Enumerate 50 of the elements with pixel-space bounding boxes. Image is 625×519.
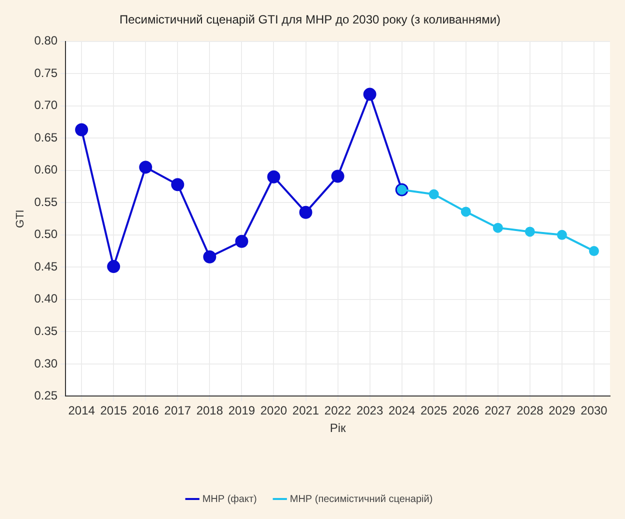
x-tick-label: 2014 bbox=[68, 404, 96, 418]
point bbox=[588, 246, 599, 256]
point bbox=[107, 260, 120, 274]
y-tick-label: 0.35 bbox=[34, 324, 58, 338]
point bbox=[139, 160, 152, 174]
y-tick-label: 0.50 bbox=[34, 227, 58, 242]
x-tick-label: 2027 bbox=[484, 404, 512, 418]
point bbox=[331, 170, 344, 183]
point bbox=[524, 226, 535, 237]
x-tick-label: 2023 bbox=[356, 404, 384, 418]
point bbox=[235, 234, 248, 248]
point bbox=[299, 206, 312, 219]
x-tick-label: 2024 bbox=[388, 404, 416, 418]
point bbox=[492, 222, 503, 233]
x-tick-label: 2026 bbox=[452, 404, 480, 418]
x-tick-label: 2028 bbox=[516, 404, 544, 418]
y-tick-label: 0.45 bbox=[34, 259, 58, 274]
x-tick-label: 2016 bbox=[132, 404, 160, 418]
y-tick-label: 0.70 bbox=[34, 98, 58, 112]
x-tick-label: 2022 bbox=[324, 404, 352, 418]
chart-title: Песимістичний сценарій GTI для МНР до 2030 року (з коливаннями) bbox=[119, 12, 501, 27]
point bbox=[363, 88, 376, 101]
x-tick-label: 2017 bbox=[164, 404, 192, 418]
y-tick-label: 0.25 bbox=[34, 388, 58, 403]
point bbox=[460, 206, 471, 217]
y-axis-title: GTI bbox=[14, 210, 27, 228]
y-tick-label: 0.55 bbox=[34, 194, 58, 209]
x-tick-label: 2019 bbox=[228, 404, 256, 418]
point bbox=[203, 250, 216, 264]
y-tick-label: 0.75 bbox=[34, 66, 58, 80]
point bbox=[75, 123, 88, 136]
y-tick-label: 0.65 bbox=[34, 130, 58, 144]
point bbox=[556, 230, 567, 240]
x-tick-label: 2029 bbox=[548, 404, 576, 418]
point bbox=[428, 189, 439, 200]
y-tick-label: 0.60 bbox=[34, 162, 58, 177]
x-axis-title: Рік bbox=[330, 421, 346, 436]
point bbox=[171, 178, 184, 192]
y-tick-label: 0.80 bbox=[34, 34, 58, 48]
y-tick-label: 0.30 bbox=[34, 356, 58, 370]
x-tick-label: 2015 bbox=[100, 404, 128, 418]
x-tick-label: 2018 bbox=[196, 404, 224, 418]
x-tick-label: 2021 bbox=[292, 404, 320, 418]
x-tick-label: 2025 bbox=[420, 404, 448, 418]
y-tick-label: 0.40 bbox=[34, 292, 58, 306]
legend-label: МНР (песимістичний сценарій) bbox=[290, 494, 433, 505]
x-tick-label: 2020 bbox=[260, 404, 288, 418]
point bbox=[267, 170, 280, 184]
legend-label: МНР (факт) bbox=[202, 494, 257, 505]
x-tick-label: 2030 bbox=[580, 404, 608, 418]
